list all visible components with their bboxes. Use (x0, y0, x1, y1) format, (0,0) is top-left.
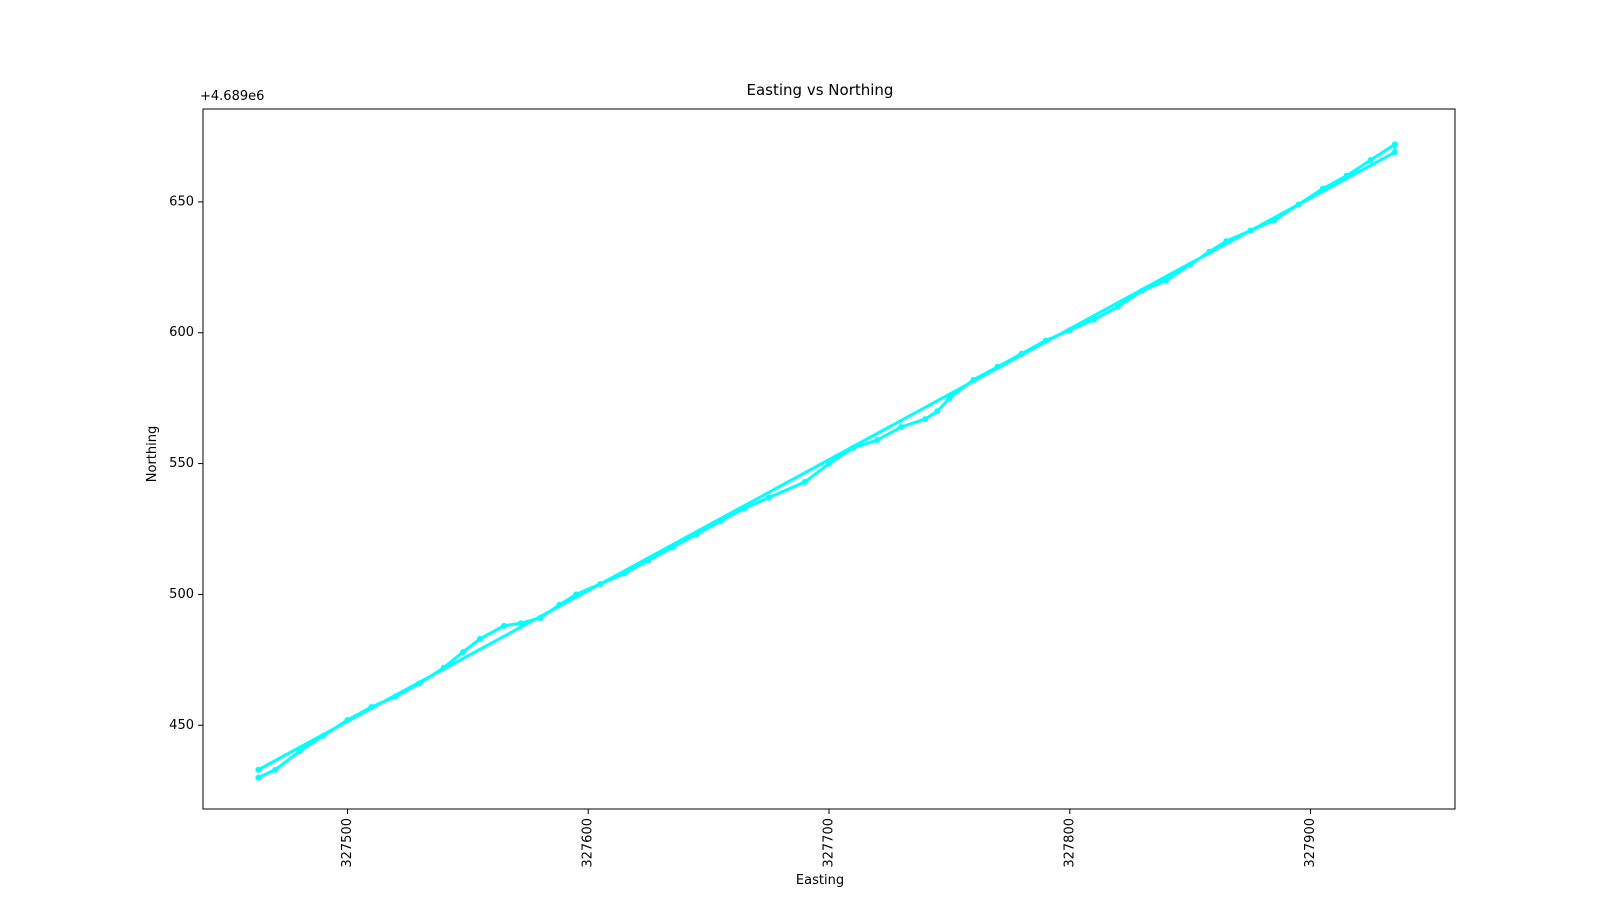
track-point (1139, 287, 1145, 294)
track-point (1271, 217, 1278, 224)
track-point (1163, 277, 1170, 284)
track-point (1066, 327, 1073, 334)
track-point (1391, 149, 1398, 156)
y-tick-label: 550 (169, 456, 194, 471)
track-point (1114, 303, 1121, 310)
track-point (500, 622, 507, 629)
track-point (898, 423, 905, 430)
track-point (874, 437, 881, 444)
chart-title: Easting vs Northing (747, 81, 894, 99)
track-point (621, 570, 628, 577)
track-point (1018, 350, 1025, 357)
track-point (1367, 157, 1374, 164)
track-point (573, 591, 580, 598)
track-point (1247, 227, 1254, 234)
track-point (1206, 248, 1213, 255)
track-point (970, 376, 977, 383)
track-point (669, 544, 676, 551)
track-point (801, 478, 808, 485)
x-tick-label: 327900 (1303, 818, 1318, 868)
track-point (717, 518, 724, 525)
track-point (1343, 172, 1350, 179)
x-tick-label: 327600 (581, 818, 596, 868)
y-tick-label: 600 (169, 325, 194, 340)
track-point (392, 693, 399, 700)
track-point (416, 680, 423, 687)
track-point (537, 614, 544, 621)
track-point (320, 732, 327, 739)
plot-frame (202, 108, 1456, 810)
track-point (850, 444, 857, 451)
y-axis-label: Northing (145, 426, 160, 482)
track-point (826, 460, 832, 467)
track-point (476, 635, 483, 642)
track-point (765, 494, 772, 501)
track-point (645, 557, 652, 564)
track-point (922, 416, 929, 423)
y-tick-label: 650 (169, 194, 194, 209)
track-point (994, 363, 1001, 370)
track-point (1319, 185, 1326, 192)
track-point (1042, 337, 1049, 344)
track-point (440, 664, 447, 671)
track-point (1187, 261, 1194, 268)
track-point (597, 580, 604, 587)
track-point (556, 601, 563, 608)
x-axis-label: Easting (796, 873, 844, 888)
track-point (255, 774, 262, 781)
track-point (368, 703, 375, 710)
track-point (934, 408, 941, 415)
track-point (255, 766, 262, 773)
track-point (1391, 141, 1398, 148)
track-point (741, 505, 748, 512)
y-tick-label: 450 (169, 718, 194, 733)
track-point (1223, 238, 1230, 245)
x-tick-label: 327700 (822, 818, 837, 868)
y-offset-label: +4.689e6 (200, 89, 264, 104)
track-point (460, 648, 467, 655)
y-tick-label: 500 (169, 587, 194, 602)
track-point (344, 717, 351, 724)
track-point (272, 766, 279, 773)
track-point (1295, 201, 1302, 208)
track-point (693, 531, 700, 538)
track-point (946, 395, 953, 402)
x-tick-label: 327500 (340, 818, 355, 868)
track-point (517, 620, 524, 627)
x-tick-label: 327800 (1062, 818, 1077, 868)
track-point (1090, 316, 1097, 323)
track-point (296, 748, 303, 755)
